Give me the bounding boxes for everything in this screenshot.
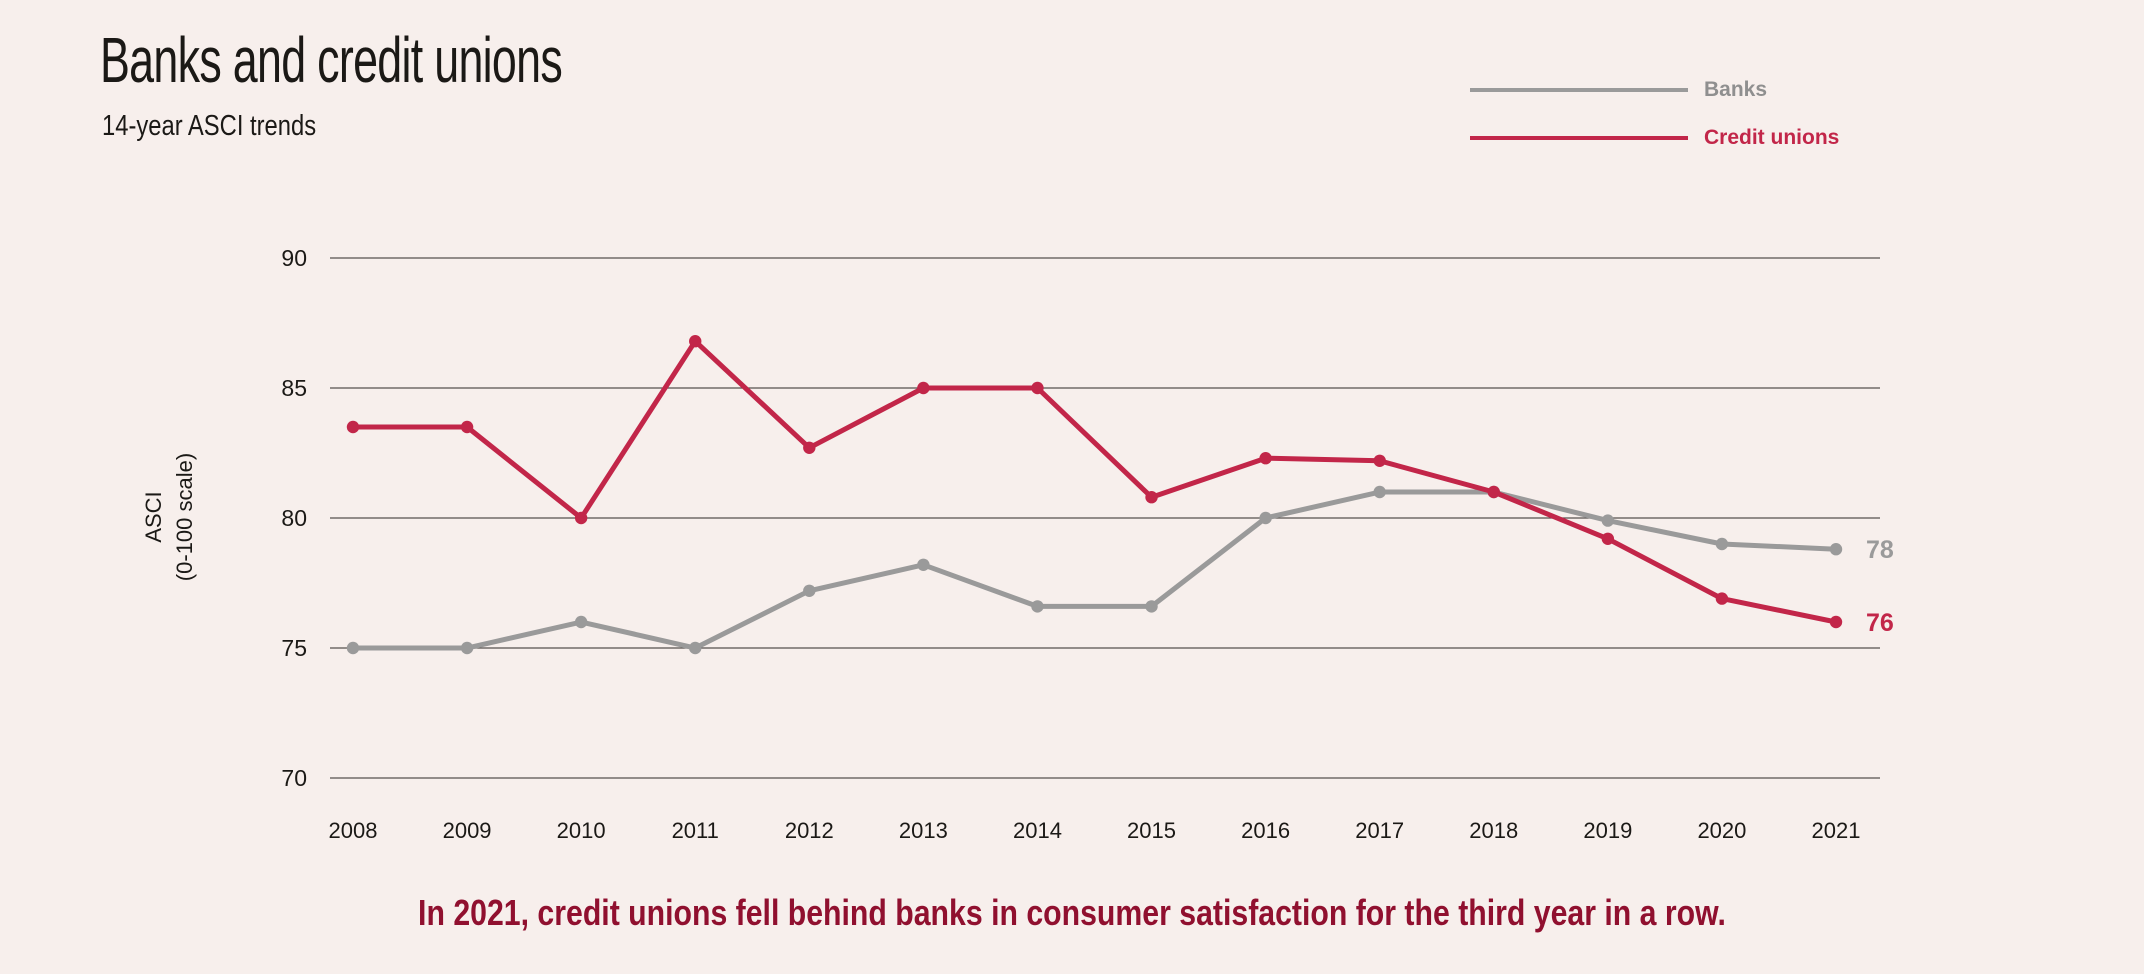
- credit-unions-point: [1487, 485, 1500, 499]
- credit-unions-point: [1601, 532, 1615, 545]
- banks-point: [689, 641, 702, 655]
- y-tick-label: 70: [281, 765, 307, 791]
- legend-item-label: Banks: [1704, 78, 1768, 101]
- banks-point: [917, 558, 930, 571]
- x-tick-label: 2018: [1469, 818, 1518, 843]
- credit-unions-point: [1715, 592, 1729, 605]
- x-tick-label: 2014: [1013, 818, 1062, 843]
- credit-unions-point: [917, 381, 930, 395]
- x-tick-label: 2012: [785, 818, 834, 843]
- y-tick-label: 75: [281, 635, 307, 661]
- banks-point: [803, 584, 816, 597]
- banks-point: [1829, 543, 1843, 556]
- y-tick-label: 90: [281, 245, 307, 271]
- x-tick-label: 2011: [672, 818, 719, 843]
- legend-line-swatch: [1470, 136, 1688, 140]
- legend: Banks Credit unions: [1470, 66, 1920, 162]
- x-tick-label: 2008: [329, 818, 378, 843]
- credit-unions-point: [346, 420, 360, 434]
- banks-point: [1715, 537, 1729, 551]
- banks-point: [346, 641, 360, 655]
- banks-point: [1601, 514, 1615, 527]
- credit-unions-point: [574, 511, 588, 525]
- legend-item-label: Credit unions: [1704, 126, 1840, 149]
- x-tick-label: 2017: [1355, 818, 1404, 843]
- banks-point: [1031, 600, 1044, 613]
- x-tick-label: 2021: [1812, 818, 1861, 843]
- credit-unions-end-label: 76: [1866, 609, 1894, 637]
- banks-point: [460, 641, 474, 655]
- legend-line-swatch: [1470, 88, 1688, 92]
- banks-line: [353, 489, 1837, 651]
- page-title: Banks and credit unions: [100, 24, 563, 96]
- chart-caption: In 2021, credit unions fell behind banks…: [418, 892, 1726, 933]
- x-tick-label: 2010: [557, 818, 606, 843]
- credit-unions-line: [353, 338, 1837, 625]
- x-tick-label: 2009: [443, 818, 492, 843]
- page-subtitle: 14-year ASCI trends: [102, 110, 317, 142]
- credit-unions-point: [689, 335, 702, 348]
- banks-point: [1259, 511, 1272, 525]
- x-tick-label: 2015: [1127, 818, 1176, 843]
- x-tick-label: 2019: [1583, 818, 1632, 843]
- credit-unions-point: [1259, 452, 1272, 465]
- credit-unions-point: [803, 441, 816, 454]
- banks-point: [1373, 485, 1386, 499]
- credit-unions-point: [1145, 491, 1158, 504]
- banks-point: [1145, 600, 1158, 613]
- x-tick-label: 2013: [899, 818, 948, 843]
- credit-unions-point: [1829, 615, 1843, 629]
- credit-unions-point: [460, 420, 474, 434]
- credit-unions-point: [1031, 381, 1044, 395]
- x-tick-label: 2020: [1697, 818, 1746, 843]
- legend-item-banks: Banks: [1470, 66, 1920, 114]
- banks-point: [574, 615, 588, 629]
- credit-unions-point: [1373, 454, 1386, 467]
- x-tick-label: 2016: [1241, 818, 1290, 843]
- banks-end-label: 78: [1866, 536, 1894, 564]
- y-tick-label: 85: [281, 375, 307, 401]
- y-tick-label: 80: [281, 505, 307, 531]
- legend-item-credit-unions: Credit unions: [1470, 114, 1920, 162]
